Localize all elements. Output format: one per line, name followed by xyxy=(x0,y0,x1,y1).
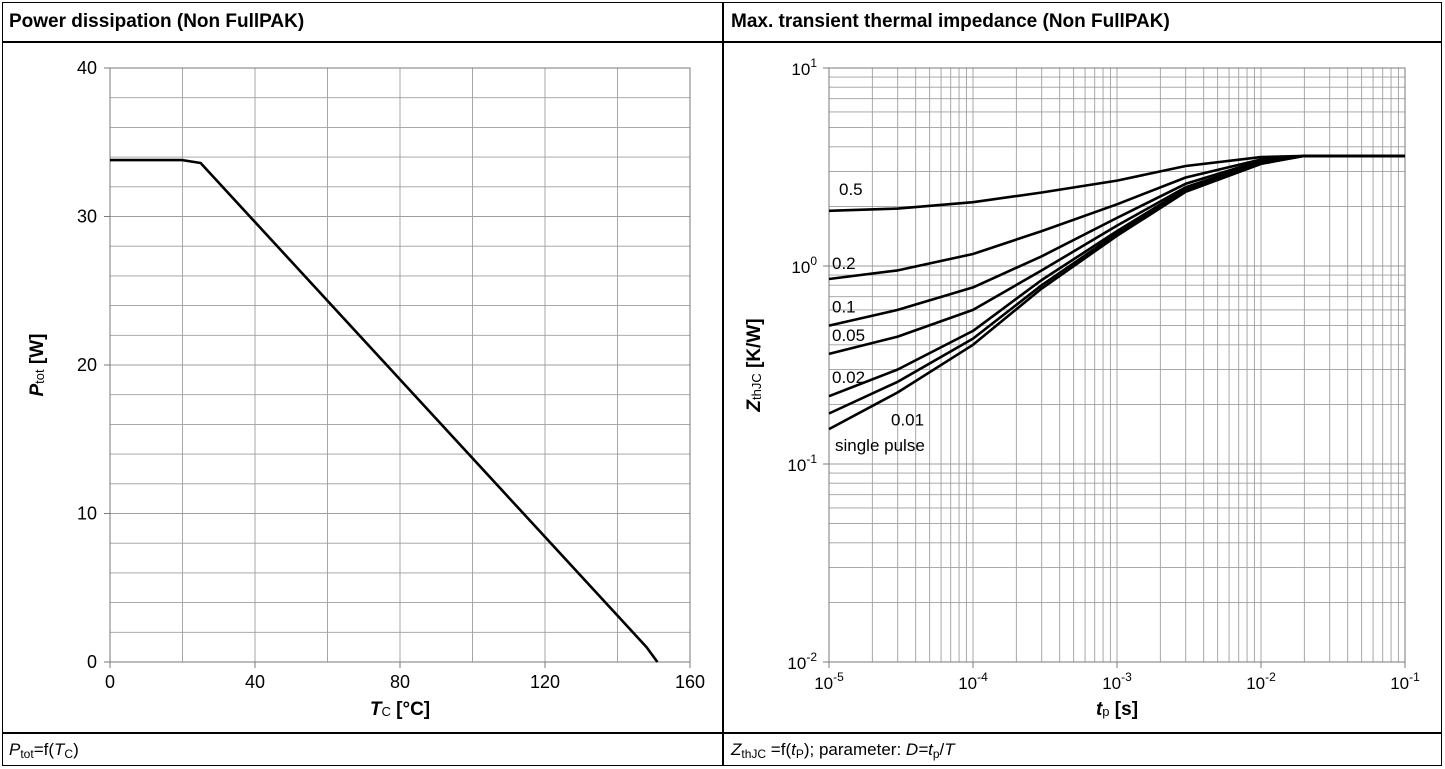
caption-symbol: Z xyxy=(731,740,742,759)
y-tick-label: 40 xyxy=(77,58,97,78)
caption-symbol: P xyxy=(9,740,21,759)
series-line-zth xyxy=(828,154,1405,431)
x-tick-label: 10-4 xyxy=(958,670,988,693)
series-label: 0.2 xyxy=(832,254,856,273)
x-tick-label: 10-5 xyxy=(814,670,844,693)
x-tick-label: 80 xyxy=(390,672,410,692)
y-tick-label: 100 xyxy=(791,254,817,277)
caption-subscript: tot xyxy=(20,747,34,761)
y-tick-label: 10-2 xyxy=(787,650,817,673)
caption-text: =f( xyxy=(33,740,54,759)
y-tick-label: 10-1 xyxy=(787,452,817,475)
column-divider xyxy=(722,2,724,766)
right-panel-caption: ZthJC =f(tP); parameter: D=tp/T xyxy=(724,733,955,766)
y-tick-label: 20 xyxy=(77,355,97,375)
left-panel-title: Power dissipation (Non FullPAK) xyxy=(9,11,305,32)
title-row-divider xyxy=(2,41,1442,43)
y-tick-label: 30 xyxy=(77,207,97,227)
y-tick-label: 0 xyxy=(87,652,97,672)
series-line-ptot xyxy=(110,158,659,663)
y-tick-label: 101 xyxy=(791,56,817,79)
series-label: single pulse xyxy=(835,436,925,455)
caption-text: ) xyxy=(73,740,79,759)
x-axis-label: TC [°C] xyxy=(370,699,430,720)
left-panel-caption: Ptot=f(TC) xyxy=(2,733,79,766)
caption-symbol: t xyxy=(791,740,796,759)
series-label: 0.02 xyxy=(832,368,865,387)
x-axis-label: tp [s] xyxy=(1096,699,1138,720)
x-tick-label: 160 xyxy=(675,672,705,692)
y-tick-label: 10 xyxy=(77,504,97,524)
x-tick-label: 10-2 xyxy=(1246,670,1276,693)
series-label: 0.05 xyxy=(832,326,865,345)
right-panel-title: Max. transient thermal impedance (Non Fu… xyxy=(731,11,1170,32)
caption-subscript: C xyxy=(64,747,74,761)
series-label: 0.5 xyxy=(839,180,863,199)
caption-subscript: thJC xyxy=(741,747,767,761)
series-label: 0.01 xyxy=(891,410,924,429)
caption-subscript: p xyxy=(932,747,940,761)
caption-row-divider xyxy=(2,732,1442,734)
x-tick-label: 40 xyxy=(245,672,265,692)
caption-symbol: T xyxy=(54,740,65,759)
x-tick-label: 10-3 xyxy=(1102,670,1132,693)
x-tick-label: 10-1 xyxy=(1390,670,1420,693)
y-axis-label: Ptot [W] xyxy=(27,333,48,396)
x-tick-label: 120 xyxy=(530,672,560,692)
y-axis-label: ZthJC [K/W] xyxy=(744,318,765,412)
caption-symbol: T xyxy=(944,740,955,759)
caption-text: =f( xyxy=(766,740,792,759)
caption-text: ); parameter: xyxy=(803,740,906,759)
caption-subscript: P xyxy=(795,747,804,761)
series-label: 0.1 xyxy=(832,298,856,317)
caption-symbol: D=t xyxy=(905,740,933,759)
x-tick-label: 0 xyxy=(105,672,115,692)
caption-text: / xyxy=(939,740,945,759)
